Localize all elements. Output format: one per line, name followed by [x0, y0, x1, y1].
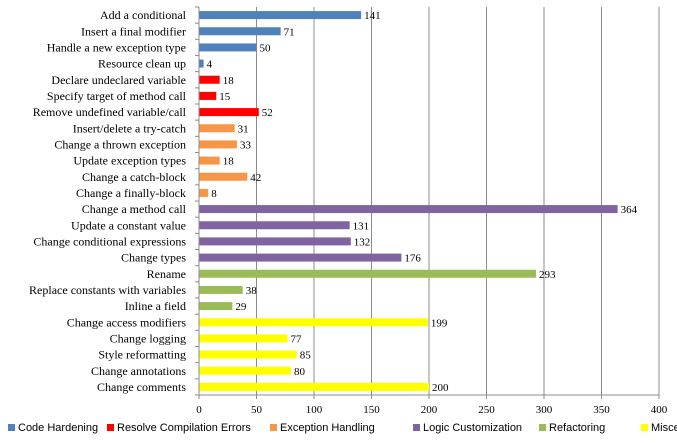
bar: [199, 221, 350, 230]
bar: [199, 237, 351, 246]
data-label: 293: [539, 269, 556, 281]
bar: [199, 205, 618, 214]
data-label: 52: [262, 107, 273, 119]
legend-swatch: [413, 424, 420, 431]
category-label: Insert/delete a try-catch: [73, 121, 186, 135]
data-label: 31: [238, 123, 249, 135]
x-tick-label: 50: [251, 404, 263, 416]
bar: [199, 59, 204, 68]
data-label: 29: [235, 301, 247, 313]
bar: [199, 124, 235, 133]
bar: [199, 318, 428, 327]
category-label: Change a thrown exception: [54, 137, 186, 151]
bar: [199, 140, 237, 149]
legend-label: Logic Customization: [423, 422, 522, 434]
category-label: Style reformatting: [98, 348, 186, 362]
bar: [199, 253, 402, 262]
data-label: 38: [246, 285, 258, 297]
data-label: 131: [353, 220, 370, 232]
legend-swatch: [641, 424, 648, 431]
gridlines: [256, 7, 660, 395]
legend-label: Refactoring: [549, 422, 605, 434]
bar: [199, 350, 297, 359]
legend: Code Hardening Resolve Compilation Errors…: [8, 422, 677, 434]
category-label: Change a finally-block: [76, 186, 186, 200]
x-tick-label: 300: [536, 404, 553, 416]
bar: [199, 285, 243, 294]
legend-label: Exception Handling: [280, 422, 375, 434]
category-label: Change types: [121, 251, 186, 265]
bar: [199, 75, 220, 84]
x-tick-label: 150: [363, 404, 380, 416]
data-label: 71: [284, 26, 295, 38]
legend-swatch: [270, 424, 277, 431]
category-label: Replace constants with variables: [29, 283, 186, 297]
category-label: Change conditional expressions: [33, 234, 186, 248]
category-label: Change comments: [97, 380, 186, 394]
bars: [199, 11, 618, 391]
x-tick-label: 100: [306, 404, 323, 416]
bar: [199, 156, 220, 165]
data-label: 18: [223, 75, 235, 87]
category-label: Specify target of method call: [47, 89, 187, 103]
data-label: 77: [291, 333, 303, 345]
category-label: Change a catch-block: [82, 170, 186, 184]
data-label: 8: [211, 188, 217, 200]
data-label: 80: [294, 366, 306, 378]
bar: [199, 334, 288, 343]
data-label: 18: [223, 156, 235, 168]
bar: [199, 269, 536, 278]
category-label: Update exception types: [73, 154, 186, 168]
data-label: 364: [621, 204, 638, 216]
data-label: 42: [250, 172, 261, 184]
data-label: 141: [364, 10, 381, 22]
category-label: Change logging: [110, 331, 186, 345]
x-tick-label: 400: [651, 404, 668, 416]
x-tick-label: 350: [593, 404, 610, 416]
legend-swatch: [8, 424, 15, 431]
bar: [199, 382, 429, 391]
data-label: 176: [404, 253, 421, 265]
bar: [199, 27, 281, 36]
data-label: 132: [354, 236, 371, 248]
bar: [199, 43, 257, 52]
x-axis: 0 50 100 150 200 250 300 350 400: [195, 6, 668, 416]
data-label: 200: [432, 382, 449, 394]
bar: [199, 172, 248, 181]
category-labels: 141 Add a conditional 71 Insert a final mod…: [29, 8, 638, 394]
category-label: Add a conditional: [100, 8, 187, 22]
category-label: Handle a new exception type: [47, 40, 186, 54]
bar: [199, 366, 291, 375]
data-label: 50: [260, 42, 272, 54]
x-tick-label: 250: [478, 404, 495, 416]
legend-label: Resolve Compilation Errors: [117, 422, 251, 434]
category-label: Remove undefined variable/call: [33, 105, 187, 119]
legend-swatch: [107, 424, 114, 431]
bar: [199, 188, 209, 197]
bar: [199, 108, 259, 117]
bar: [199, 11, 362, 20]
data-label: 33: [240, 139, 252, 151]
category-label: Change a method call: [82, 202, 187, 216]
bar: [199, 91, 217, 100]
category-label: Rename: [147, 267, 186, 281]
data-label: 199: [431, 317, 448, 329]
data-label: 85: [300, 350, 312, 362]
legend-label: Miscellaneous: [651, 422, 677, 434]
category-label: Update a constant value: [71, 218, 186, 232]
x-tick-label: 200: [421, 404, 438, 416]
category-label: Resource clean up: [98, 57, 186, 71]
x-tick-label: 0: [196, 404, 202, 416]
category-label: Change access modifiers: [67, 315, 187, 329]
bar: [199, 302, 233, 311]
data-label: 4: [207, 59, 213, 71]
category-label: Change annotations: [91, 364, 186, 378]
category-label: Declare undeclared variable: [51, 73, 186, 87]
data-label: 15: [219, 91, 231, 103]
category-label: Inline a field: [125, 299, 186, 313]
legend-label: Code Hardening: [18, 422, 98, 434]
legend-swatch: [539, 424, 546, 431]
category-label: Insert a final modifier: [81, 24, 186, 38]
